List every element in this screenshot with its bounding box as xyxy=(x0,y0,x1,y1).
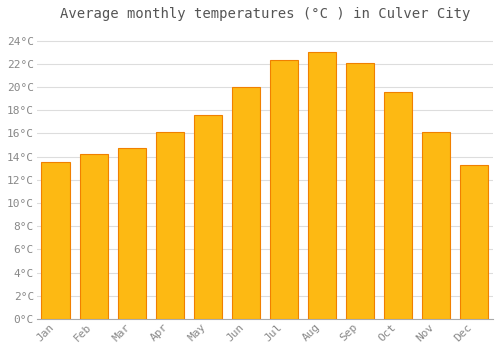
Bar xyxy=(194,115,222,319)
Bar xyxy=(384,92,412,319)
Bar xyxy=(156,132,184,319)
Bar xyxy=(42,162,70,319)
Bar xyxy=(346,63,374,319)
Bar xyxy=(308,52,336,319)
Bar xyxy=(422,132,450,319)
Bar xyxy=(232,87,260,319)
Title: Average monthly temperatures (°C ) in Culver City: Average monthly temperatures (°C ) in Cu… xyxy=(60,7,470,21)
Bar xyxy=(270,60,298,319)
Bar xyxy=(460,165,488,319)
Bar xyxy=(118,148,146,319)
Bar xyxy=(80,154,108,319)
